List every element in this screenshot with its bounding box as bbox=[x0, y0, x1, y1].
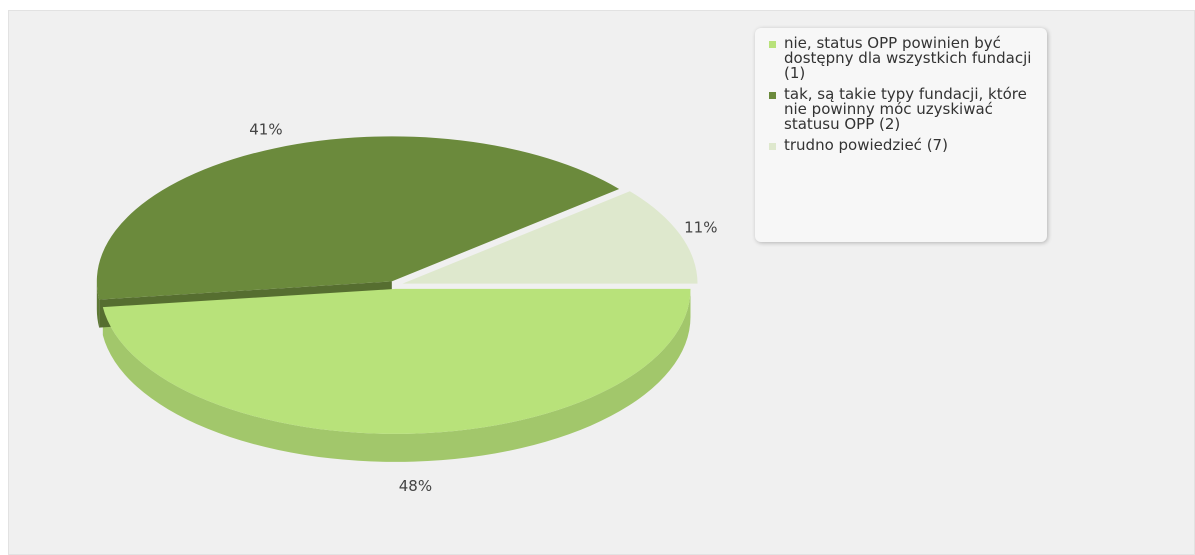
slice bbox=[96, 136, 620, 300]
legend-item: trudno powiedzieć (7) bbox=[769, 138, 1037, 153]
legend-label: trudno powiedzieć (7) bbox=[784, 136, 948, 154]
legend-item: tak, są takie typy fundacji, które nie p… bbox=[769, 87, 1037, 132]
legend-label: tak, są takie typy fundacji, które nie p… bbox=[784, 85, 1027, 133]
legend-swatch bbox=[769, 92, 776, 99]
data-label: 41% bbox=[249, 120, 282, 138]
legend-label: nie, status OPP powinien być dostępny dl… bbox=[784, 34, 1032, 82]
slice-side bbox=[102, 288, 691, 462]
slice bbox=[102, 288, 691, 434]
legend: nie, status OPP powinien być dostępny dl… bbox=[755, 28, 1047, 242]
legend-swatch bbox=[769, 41, 776, 48]
legend-item: nie, status OPP powinien być dostępny dl… bbox=[769, 36, 1037, 81]
data-label: 48% bbox=[399, 477, 432, 495]
slice-side bbox=[96, 281, 100, 328]
slice bbox=[402, 191, 698, 284]
data-label: 11% bbox=[684, 218, 717, 236]
legend-swatch bbox=[769, 143, 776, 150]
